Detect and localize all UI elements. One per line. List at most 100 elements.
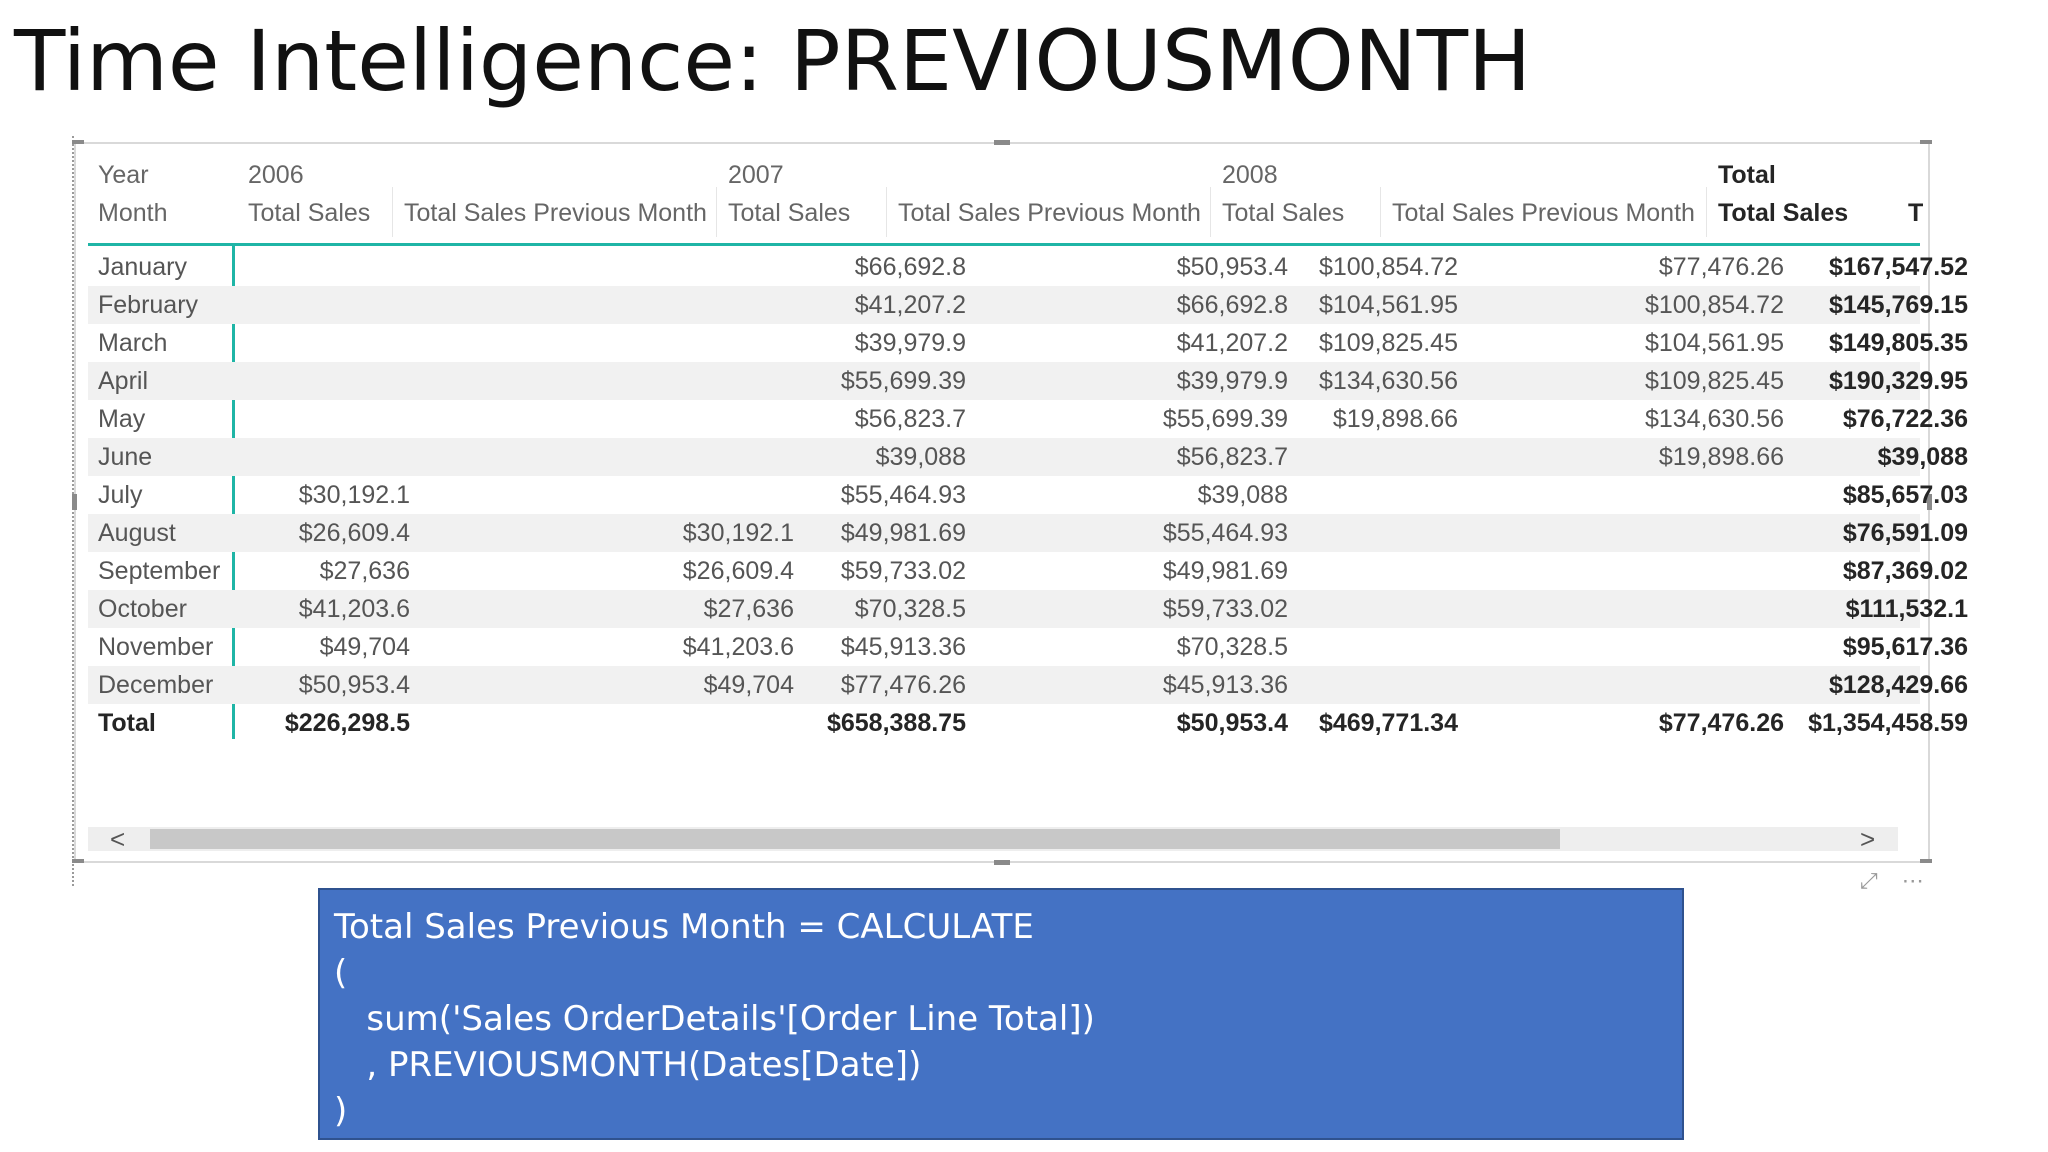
- value-cell[interactable]: [418, 400, 794, 438]
- value-cell[interactable]: $100,854.72: [1644, 291, 1784, 319]
- value-cell[interactable]: $50,953.4: [1176, 253, 1288, 281]
- value-cell[interactable]: $55,464.93: [840, 481, 966, 509]
- table-row[interactable]: January $66,692.8 $50,953.4 $100,854.72 $77,…: [88, 248, 1968, 286]
- resize-handle-bottom[interactable]: [994, 860, 1010, 865]
- value-cell[interactable]: $45,913.36: [840, 633, 966, 661]
- table-row[interactable]: August $26,609.4 $30,192.1 $49,981.69 $55,46…: [88, 514, 1968, 552]
- value-cell[interactable]: [238, 324, 410, 362]
- value-cell[interactable]: $77,476.26: [1658, 253, 1784, 281]
- resize-handle-top-right[interactable]: [1920, 140, 1932, 144]
- value-cell[interactable]: [1290, 552, 1458, 590]
- value-cell[interactable]: $128,429.66: [1828, 671, 1968, 699]
- value-cell[interactable]: $658,388.75: [826, 709, 966, 737]
- value-cell[interactable]: $49,981.69: [840, 519, 966, 547]
- value-cell[interactable]: [1460, 666, 1784, 704]
- value-cell[interactable]: [238, 438, 410, 476]
- table-row[interactable]: June $39,088 $56,823.7 $19,898.66 $39,088: [88, 438, 1968, 476]
- column-header-measure-total[interactable]: Total Sales: [1718, 199, 1849, 227]
- horizontal-scrollbar[interactable]: < >: [88, 824, 1898, 854]
- value-cell[interactable]: $59,733.02: [1162, 595, 1288, 623]
- value-cell[interactable]: [1460, 552, 1784, 590]
- value-cell[interactable]: $39,979.9: [854, 329, 966, 357]
- resize-handle-right[interactable]: [1927, 494, 1932, 510]
- value-cell[interactable]: $49,981.69: [1162, 557, 1288, 585]
- value-cell[interactable]: $50,953.4: [298, 671, 410, 699]
- value-cell[interactable]: $56,823.7: [1176, 443, 1288, 471]
- column-header-year-2007[interactable]: 2007: [728, 161, 784, 189]
- value-cell[interactable]: [1290, 514, 1458, 552]
- resize-handle-bottom-left[interactable]: [72, 859, 84, 863]
- value-cell[interactable]: $77,476.26: [840, 671, 966, 699]
- column-header-year-2008[interactable]: 2008: [1222, 161, 1278, 189]
- value-cell[interactable]: $30,192.1: [298, 481, 410, 509]
- table-row[interactable]: March $39,979.9 $41,207.2 $109,825.45 $104,5…: [88, 324, 1968, 362]
- value-cell[interactable]: $66,692.8: [1176, 291, 1288, 319]
- value-cell[interactable]: $39,979.9: [1176, 367, 1288, 395]
- value-cell[interactable]: $226,298.5: [284, 709, 410, 737]
- value-cell[interactable]: $41,207.2: [1176, 329, 1288, 357]
- value-cell[interactable]: $100,854.72: [1318, 253, 1458, 281]
- value-cell[interactable]: $26,609.4: [682, 557, 794, 585]
- value-cell[interactable]: [238, 248, 410, 286]
- value-cell[interactable]: $104,561.95: [1318, 291, 1458, 319]
- column-header-measure[interactable]: Total Sales Previous Month: [404, 199, 707, 227]
- column-header-year-2006[interactable]: 2006: [248, 161, 304, 189]
- value-cell[interactable]: $49,704: [703, 671, 794, 699]
- value-cell[interactable]: [418, 324, 794, 362]
- column-header-measure[interactable]: Total Sales: [1222, 199, 1345, 227]
- value-cell[interactable]: $70,328.5: [1176, 633, 1288, 661]
- resize-handle-bottom-right[interactable]: [1920, 859, 1932, 863]
- value-cell[interactable]: [1460, 628, 1784, 666]
- value-cell[interactable]: $49,704: [319, 633, 410, 661]
- value-cell[interactable]: $55,699.39: [840, 367, 966, 395]
- scrollbar-thumb[interactable]: [150, 829, 1560, 849]
- total-row[interactable]: Total $226,298.5 $658,388.75 $50,953.4 $469,…: [88, 704, 1968, 742]
- value-cell[interactable]: $190,329.95: [1828, 367, 1968, 395]
- more-options-icon[interactable]: ⋯: [1901, 868, 1924, 893]
- value-cell[interactable]: $39,088: [1877, 443, 1968, 471]
- column-header-measure[interactable]: Total Sales: [248, 199, 371, 227]
- table-row[interactable]: May $56,823.7 $55,699.39 $19,898.66 $134,630…: [88, 400, 1968, 438]
- value-cell[interactable]: $19,898.66: [1658, 443, 1784, 471]
- resize-handle-top[interactable]: [994, 140, 1010, 145]
- value-cell[interactable]: $145,769.15: [1828, 291, 1968, 319]
- value-cell[interactable]: $27,636: [703, 595, 794, 623]
- column-header-measure[interactable]: Total Sales Previous Month: [898, 199, 1201, 227]
- column-header-total[interactable]: Total: [1718, 161, 1776, 189]
- value-cell[interactable]: $55,699.39: [1162, 405, 1288, 433]
- value-cell[interactable]: $109,825.45: [1644, 367, 1784, 395]
- value-cell[interactable]: [238, 400, 410, 438]
- value-cell[interactable]: $469,771.34: [1318, 709, 1458, 737]
- value-cell[interactable]: $66,692.8: [854, 253, 966, 281]
- value-cell[interactable]: $41,207.2: [854, 291, 966, 319]
- value-cell[interactable]: $85,657.03: [1842, 481, 1968, 509]
- value-cell[interactable]: $41,203.6: [298, 595, 410, 623]
- value-cell[interactable]: $134,630.56: [1318, 367, 1458, 395]
- value-cell[interactable]: [238, 362, 410, 400]
- table-row[interactable]: December $50,953.4 $49,704 $77,476.26 $45,91…: [88, 666, 1968, 704]
- value-cell[interactable]: [418, 286, 794, 324]
- column-header-measure[interactable]: Total Sales: [728, 199, 851, 227]
- value-cell[interactable]: $39,088: [1197, 481, 1288, 509]
- value-cell[interactable]: $70,328.5: [854, 595, 966, 623]
- resize-handle-left[interactable]: [72, 494, 77, 510]
- value-cell[interactable]: $149,805.35: [1828, 329, 1968, 357]
- value-cell[interactable]: $76,591.09: [1842, 519, 1968, 547]
- value-cell[interactable]: $59,733.02: [840, 557, 966, 585]
- value-cell[interactable]: $45,913.36: [1162, 671, 1288, 699]
- scroll-left-arrow[interactable]: <: [110, 824, 126, 854]
- scroll-right-arrow[interactable]: >: [1860, 824, 1876, 854]
- table-row[interactable]: July $30,192.1 $55,464.93 $39,088 $85,657.03: [88, 476, 1968, 514]
- value-cell[interactable]: [1460, 514, 1784, 552]
- value-cell[interactable]: $26,609.4: [298, 519, 410, 547]
- value-cell[interactable]: $104,561.95: [1644, 329, 1784, 357]
- value-cell[interactable]: $109,825.45: [1318, 329, 1458, 357]
- value-cell[interactable]: [1460, 476, 1784, 514]
- value-cell[interactable]: $77,476.26: [1658, 709, 1784, 737]
- value-cell[interactable]: $76,722.36: [1842, 405, 1968, 433]
- value-cell[interactable]: [418, 438, 794, 476]
- value-cell[interactable]: $56,823.7: [854, 405, 966, 433]
- value-cell[interactable]: [1290, 628, 1458, 666]
- value-cell[interactable]: [418, 704, 794, 742]
- value-cell[interactable]: [1290, 476, 1458, 514]
